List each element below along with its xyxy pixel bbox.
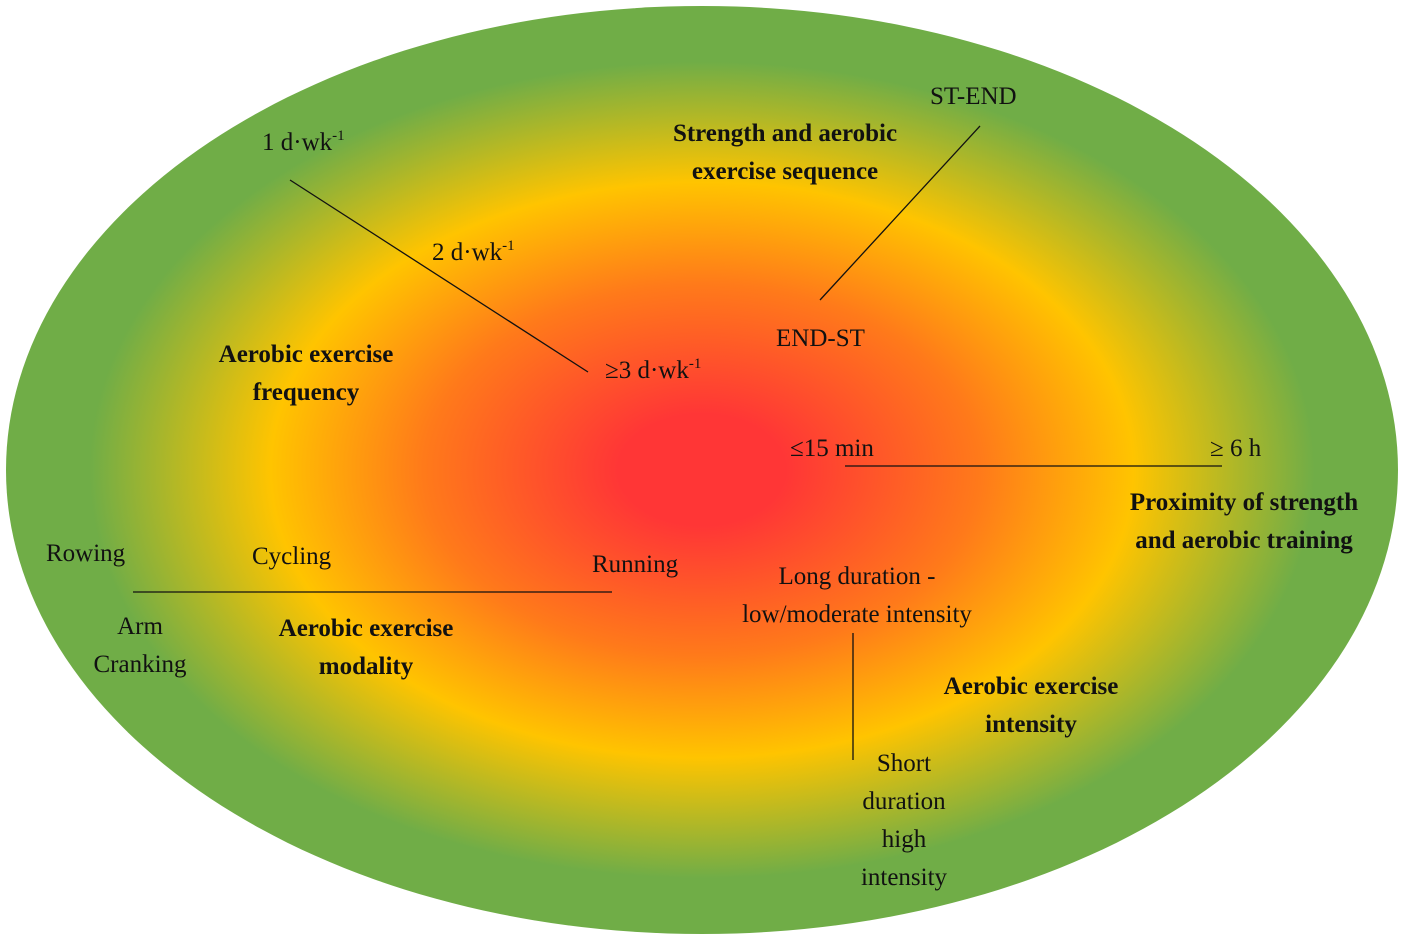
frequency-axis-line <box>289 179 589 373</box>
sequence-low-label: ST-END <box>930 83 1017 110</box>
intensity-title: Aerobic exercise intensity <box>943 673 1119 738</box>
sequence-high-label: END-ST <box>776 325 865 352</box>
frequency-high-label: ≥3 d·wk-1 <box>605 356 702 385</box>
intensity-low-label: Short duration high intensity <box>860 750 948 891</box>
proximity-title: Proximity of strength and aerobic traini… <box>1129 489 1359 554</box>
frequency-title: Aerobic exercise frequency <box>218 341 394 406</box>
frequency-low-label: 1 d·wk-1 <box>262 128 345 157</box>
sequence-title: Strength and aerobic exercise sequence <box>672 120 898 185</box>
proximity-low-label: ≥ 6 h <box>1210 435 1262 462</box>
modality-running-label: Running <box>592 551 679 578</box>
frequency-mid-label: 2 d·wk-1 <box>432 238 515 267</box>
modality-cycling-label: Cycling <box>252 543 332 570</box>
heat-ellipse <box>6 6 1398 934</box>
sequence-axis-line <box>819 125 981 301</box>
modality-arm-cranking-label: Arm Cranking <box>93 613 187 678</box>
proximity-high-label: ≤15 min <box>790 435 874 462</box>
modality-title: Aerobic exercise modality <box>278 615 454 680</box>
intensity-high-label: Long duration - low/moderate intensity <box>742 563 972 628</box>
modality-rowing-label: Rowing <box>46 540 126 567</box>
